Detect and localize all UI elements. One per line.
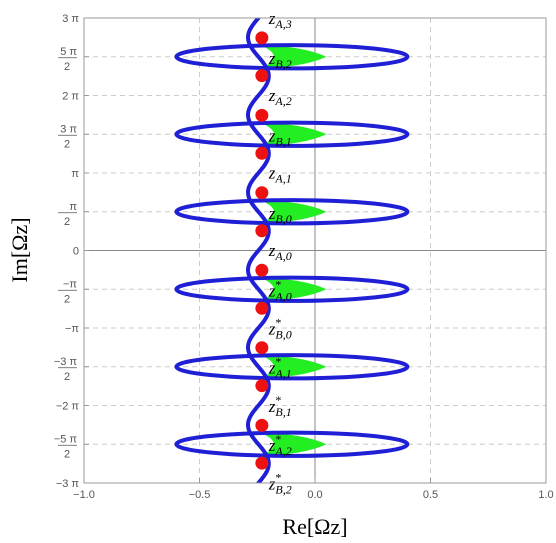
y-tick-label: −3 π bbox=[56, 478, 80, 490]
intersection-point bbox=[255, 108, 269, 122]
y-tick-label: 2 bbox=[64, 61, 70, 73]
green-crescent bbox=[261, 355, 327, 378]
y-tick-label: 2 π bbox=[62, 91, 79, 103]
x-tick-label: 0.5 bbox=[423, 489, 438, 501]
intersection-point bbox=[255, 146, 269, 160]
point-label: zA,3 bbox=[268, 9, 292, 31]
intersection-point bbox=[255, 224, 269, 238]
y-tick-label: 2 bbox=[64, 293, 70, 305]
point-label: z* A,1 bbox=[268, 354, 292, 380]
point-label: zB,2 bbox=[268, 49, 292, 71]
intersection-point bbox=[255, 379, 269, 393]
wavy-line bbox=[246, 18, 271, 483]
y-tick-label: 2 bbox=[64, 371, 70, 383]
intersection-point bbox=[255, 263, 269, 277]
y-tick-label: −π bbox=[65, 323, 79, 335]
y-tick-label: −5 π bbox=[54, 433, 78, 445]
intersection-point bbox=[255, 31, 269, 45]
point-label: z* B,0 bbox=[268, 316, 292, 342]
ellipse-loop bbox=[174, 430, 410, 458]
axis-ticks: −1.0 −0.5 0.0 0.5 1.0 3 π 5 π 2 2 π 3 π 2 π π 2 0 −π 2 −π… bbox=[54, 13, 554, 501]
intersection-point bbox=[255, 186, 269, 200]
y-tick-label: 5 π bbox=[60, 46, 77, 58]
green-crescent bbox=[261, 45, 327, 68]
ellipse-loop bbox=[174, 43, 410, 71]
y-tick-label: 3 π bbox=[60, 123, 77, 135]
y-tick-label: π bbox=[71, 168, 79, 180]
y-tick-label: −3 π bbox=[54, 356, 78, 368]
ellipse-loop bbox=[174, 275, 410, 303]
intersection-point bbox=[255, 456, 269, 470]
point-label: zA,2 bbox=[268, 86, 292, 108]
ellipse-loop bbox=[174, 120, 410, 148]
green-crescent bbox=[261, 278, 327, 301]
intersection-point bbox=[255, 341, 269, 355]
point-label: zA,0 bbox=[268, 241, 292, 263]
zero-axis-lines bbox=[84, 18, 546, 483]
gridlines bbox=[84, 18, 546, 483]
y-tick-label: −2 π bbox=[56, 401, 80, 413]
y-tick-label: 2 bbox=[64, 448, 70, 460]
point-labels: zA,3 zB,2 zA,2 zB,1 zA,1 zB,0 zA,0 z* A,0 z* B,0 z*… bbox=[268, 9, 292, 497]
y-tick-label: π bbox=[69, 201, 77, 213]
y-tick-label: −π bbox=[63, 278, 77, 290]
intersection-point bbox=[255, 69, 269, 83]
y-tick-label: 0 bbox=[73, 246, 79, 258]
y-tick-label: 2 bbox=[64, 216, 70, 228]
point-label: zA,1 bbox=[268, 164, 292, 186]
point-label: z* A,2 bbox=[268, 432, 292, 458]
intersection-points bbox=[255, 31, 269, 470]
y-axis-title: Im[Ωz] bbox=[7, 217, 32, 282]
green-crescent bbox=[261, 123, 327, 146]
point-label: zB,1 bbox=[268, 127, 292, 149]
x-tick-label: −0.5 bbox=[189, 489, 211, 501]
x-axis-title: Re[Ωz] bbox=[282, 514, 347, 539]
green-crescent bbox=[261, 433, 327, 456]
point-label: z* B,2 bbox=[268, 471, 292, 497]
ellipse-loop bbox=[174, 198, 410, 226]
intersection-point bbox=[255, 301, 269, 315]
y-tick-label: 2 bbox=[64, 138, 70, 150]
green-crescent bbox=[261, 200, 327, 223]
x-tick-label: −1.0 bbox=[73, 489, 95, 501]
point-label: zB,0 bbox=[268, 204, 292, 226]
intersection-point bbox=[255, 418, 269, 432]
point-label: z* A,0 bbox=[268, 277, 292, 303]
point-label: z* B,1 bbox=[268, 393, 292, 419]
plot-marks bbox=[174, 18, 410, 483]
x-tick-label: 1.0 bbox=[538, 489, 553, 501]
ellipse-loop bbox=[174, 353, 410, 381]
y-tick-label: 3 π bbox=[62, 13, 79, 25]
x-tick-label: 0.0 bbox=[307, 489, 322, 501]
